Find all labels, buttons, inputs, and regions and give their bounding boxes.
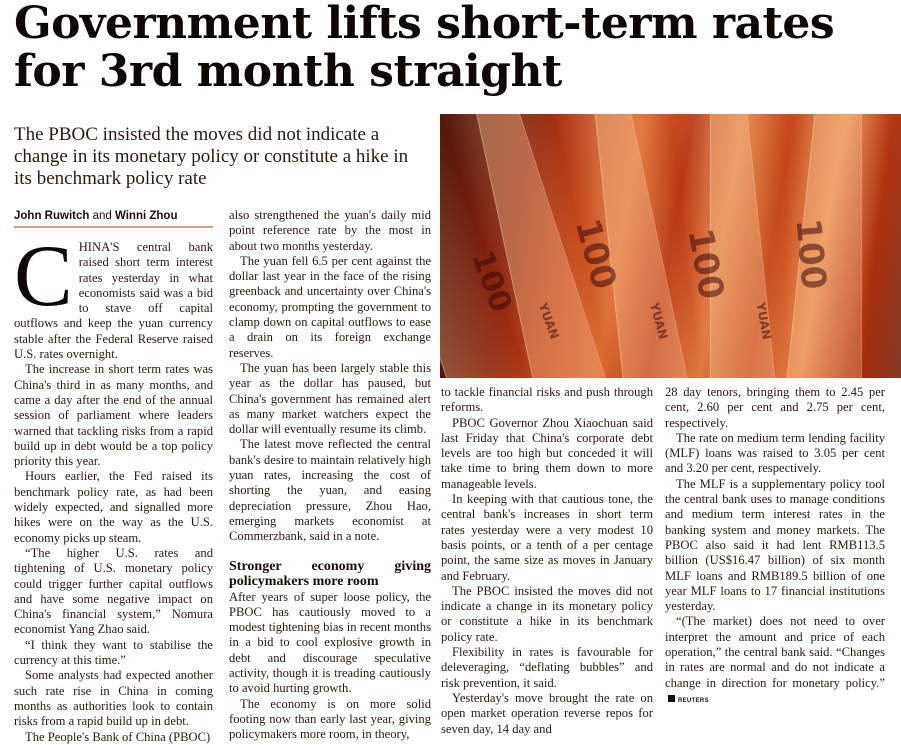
author-name: John Ruwitch (14, 210, 90, 222)
article-paragraph: to tackle financial risks and push throu… (441, 385, 653, 415)
article-paragraph: 28 day tenors, bringing them to 2.45 per… (665, 385, 885, 430)
article-paragraph: The rate on medium term lending facility… (665, 430, 885, 476)
banknotes-photo: 100 100 100 100 YUAN YUAN YUAN (440, 114, 901, 378)
article-paragraph: After years of super loose policy, the P… (229, 589, 431, 696)
article-column-3: to tackle financial risks and push throu… (441, 385, 653, 737)
banknote-denomination: 100 (787, 216, 834, 292)
headline: Government lifts short-term rates for 3r… (14, 0, 835, 97)
section-subheading: Stronger economy giving policymakers mor… (229, 558, 431, 589)
article-paragraph: PBOC Governor Zhou Xiaochuan said last F… (441, 415, 653, 491)
article-paragraph: The yuan has been largely stable this ye… (229, 360, 431, 437)
drop-cap: C (14, 228, 73, 325)
article-paragraph: also strengthened the yuan's daily mid p… (229, 208, 431, 253)
article-paragraph: Yesterday's move brought the rate on ope… (441, 690, 653, 736)
article-paragraph: “I think they want to stabilise the curr… (14, 637, 213, 668)
end-mark-icon (668, 694, 675, 702)
byline-conjunction: and (92, 210, 112, 222)
article-paragraph: In keeping with that cautious tone, the … (441, 492, 653, 583)
article-column-2: also strengthened the yuan's daily mid p… (229, 208, 431, 743)
article-column-1: C HINA'S central bank raised short term i… (14, 228, 213, 745)
article-paragraph: C HINA'S central bank raised short term i… (14, 228, 213, 362)
article-paragraph: The yuan fell 6.5 per cent against the d… (229, 253, 431, 360)
banknote-image (710, 114, 862, 378)
article-paragraph: The People's Bank of China (PBOC) (25, 729, 211, 744)
article-column-4: 28 day tenors, bringing them to 2.45 per… (665, 385, 885, 709)
source-credit: REUTERS (678, 697, 709, 704)
article-paragraph: Some analysts had expected another such … (14, 668, 213, 729)
article-paragraph: “(The market) does not need to over inte… (665, 614, 885, 704)
article-paragraph: The PBOC insisted the moves did not indi… (441, 583, 653, 644)
article-paragraph: The increase in short term rates was Chi… (14, 362, 213, 469)
dek-summary: The PBOC insisted the moves did not indi… (14, 124, 409, 189)
byline: John Ruwitch and Winni Zhou (14, 210, 213, 228)
article-paragraph: The MLF is a supplementary policy tool t… (665, 476, 885, 614)
article-paragraph: The latest move reflected the central ba… (229, 437, 431, 544)
article-paragraph: Hours earlier, the Fed raised its benchm… (14, 469, 213, 545)
article-paragraph: “The higher U.S. rates and tightening of… (14, 545, 213, 637)
article-paragraph: The economy is on more solid footing now… (229, 696, 431, 742)
author-name: Winni Zhou (114, 210, 178, 222)
article-paragraph: Flexibility in rates is favourable for d… (441, 645, 653, 690)
